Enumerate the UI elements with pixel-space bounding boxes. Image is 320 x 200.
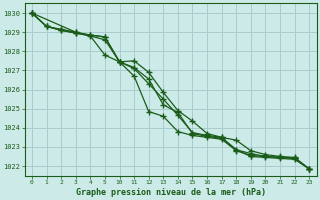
X-axis label: Graphe pression niveau de la mer (hPa): Graphe pression niveau de la mer (hPa) (76, 188, 266, 197)
